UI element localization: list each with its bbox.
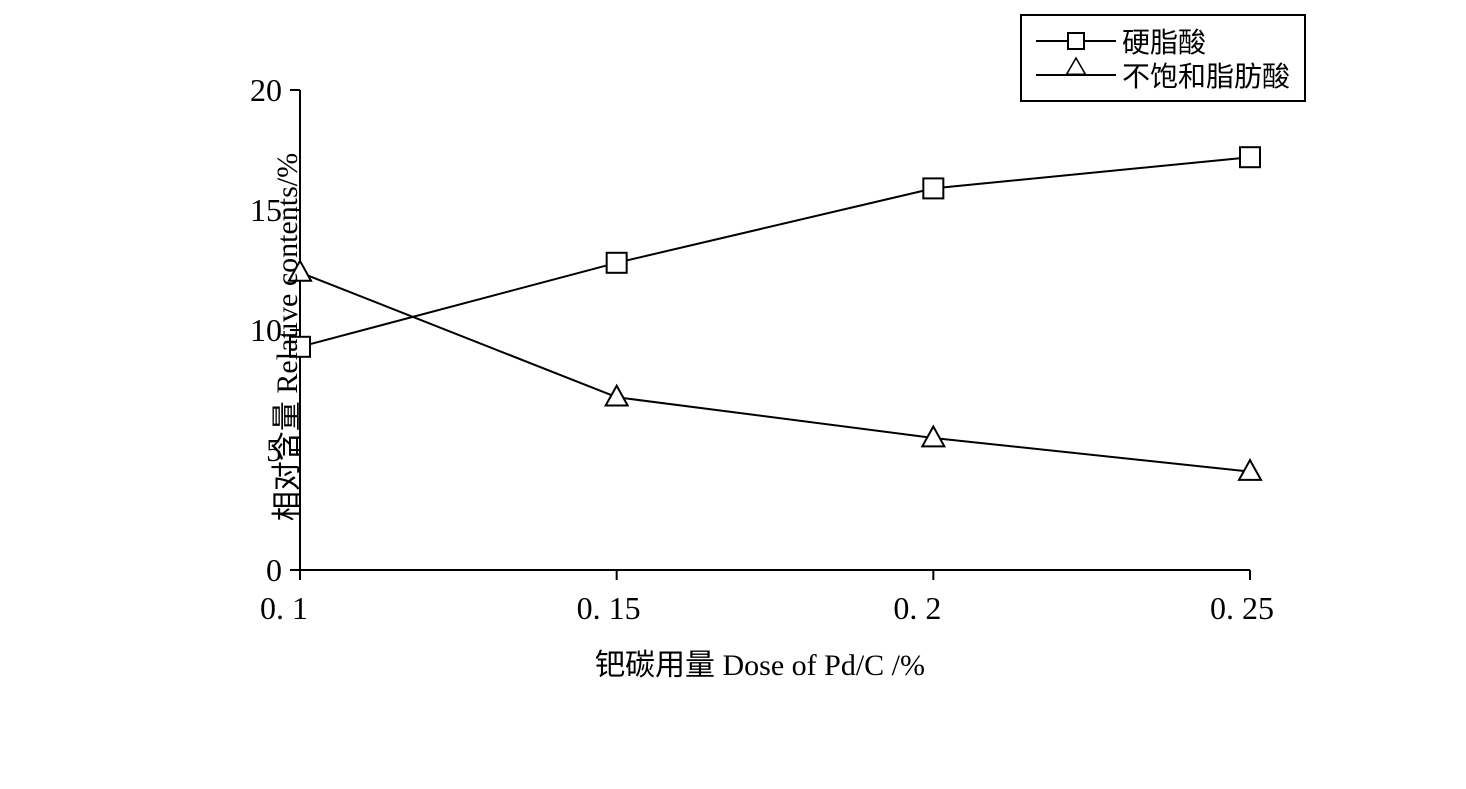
x-axis-title: 钯碳用量 Dose of Pd/C /% <box>595 640 925 684</box>
x-tick-label: 0. 2 <box>893 590 941 627</box>
y-tick-label: 20 <box>250 72 282 109</box>
legend-item-1: 不饱和脂肪酸 <box>1036 58 1290 92</box>
legend-item-0: 硬脂酸 <box>1036 24 1290 58</box>
legend: 硬脂酸 不饱和脂肪酸 <box>1020 14 1306 102</box>
x-tick-label: 0. 15 <box>577 590 641 627</box>
legend-line-1 <box>1036 66 1116 85</box>
y-tick-label: 10 <box>250 312 282 349</box>
chart-container: 硬脂酸 不饱和脂肪酸 相对含量 Relative contents/% 钯碳用量… <box>0 0 1466 789</box>
triangle-marker-icon <box>1065 56 1087 75</box>
x-tick-label: 0. 1 <box>260 590 308 627</box>
x-tick-label: 0. 25 <box>1210 590 1274 627</box>
legend-label-1: 不饱和脂肪酸 <box>1122 55 1290 95</box>
y-tick-label: 0 <box>266 552 282 589</box>
y-tick-label: 15 <box>250 192 282 229</box>
y-tick-label: 5 <box>266 432 282 469</box>
square-marker-icon <box>1067 32 1085 50</box>
